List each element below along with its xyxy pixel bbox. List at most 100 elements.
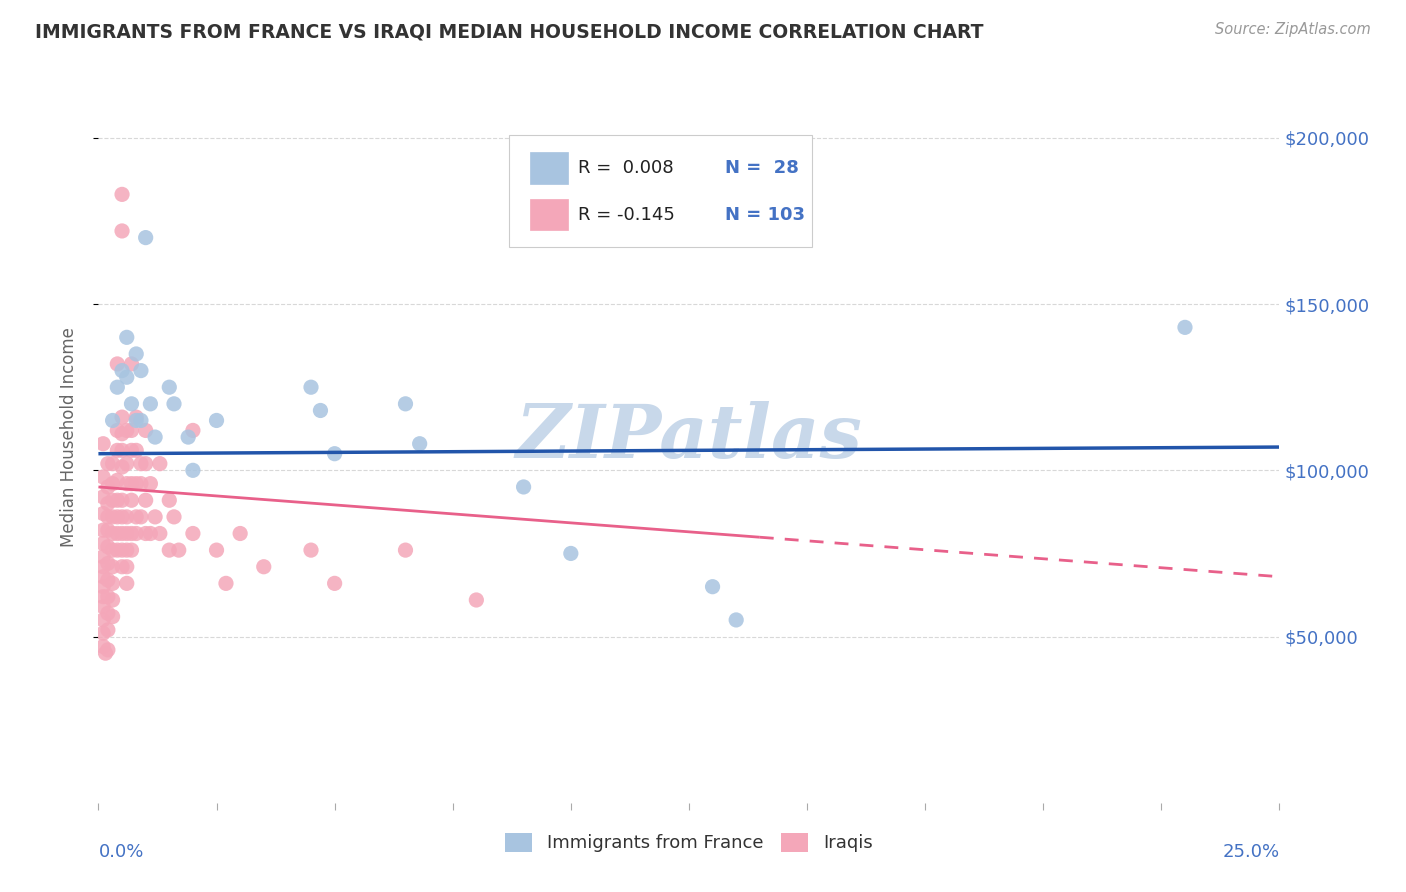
Point (205, 543, 228, 558)
Point (125, 413, 148, 427)
Point (101, 543, 124, 558)
Point (139, 476, 162, 491)
Point (121, 424, 143, 438)
Point (181, 463, 204, 477)
Point (97, 497, 120, 511)
Point (129, 457, 152, 471)
Point (101, 559, 124, 574)
Point (111, 426, 134, 441)
Point (97, 457, 120, 471)
Text: R =  0.008: R = 0.008 (578, 159, 673, 177)
Point (115, 576, 138, 591)
Point (512, 480, 534, 494)
Point (299, 543, 322, 558)
Point (101, 526, 124, 541)
Point (111, 187, 134, 202)
Point (115, 424, 138, 438)
Point (91, 626, 114, 640)
Point (181, 424, 204, 438)
Point (101, 509, 124, 524)
Point (101, 493, 124, 508)
Point (408, 436, 430, 450)
Point (163, 509, 186, 524)
Point (101, 576, 124, 591)
Point (121, 357, 143, 371)
Point (91, 570, 114, 584)
Point (125, 476, 148, 491)
Point (91, 590, 114, 604)
Point (253, 559, 276, 574)
Point (91, 599, 114, 614)
Point (105, 424, 128, 438)
Y-axis label: Median Household Income: Median Household Income (59, 327, 77, 547)
Point (163, 397, 186, 411)
Point (115, 543, 138, 558)
Point (121, 543, 143, 558)
Point (129, 363, 152, 377)
Point (135, 526, 157, 541)
Point (105, 493, 128, 508)
Point (101, 476, 124, 491)
Point (181, 526, 204, 541)
Point (97, 523, 120, 537)
Point (157, 493, 180, 508)
Point (111, 559, 134, 574)
Point (121, 526, 143, 541)
Point (125, 526, 148, 541)
Text: Source: ZipAtlas.com: Source: ZipAtlas.com (1215, 22, 1371, 37)
Point (111, 224, 134, 238)
Point (394, 397, 416, 411)
Point (97, 607, 120, 621)
Point (129, 476, 152, 491)
Text: N =  28: N = 28 (725, 159, 799, 177)
Point (97, 573, 120, 587)
Point (115, 370, 138, 384)
Point (97, 557, 120, 571)
Point (101, 593, 124, 607)
Point (91, 490, 114, 504)
Point (135, 457, 157, 471)
Text: 25.0%: 25.0% (1222, 843, 1279, 861)
Point (91, 536, 114, 550)
Point (129, 413, 152, 427)
Point (115, 559, 138, 574)
Point (135, 424, 157, 438)
Point (157, 543, 180, 558)
Point (125, 347, 148, 361)
Text: IMMIGRANTS FROM FRANCE VS IRAQI MEDIAN HOUSEHOLD INCOME CORRELATION CHART: IMMIGRANTS FROM FRANCE VS IRAQI MEDIAN H… (35, 22, 984, 41)
Point (135, 493, 157, 508)
Point (394, 543, 416, 558)
Point (125, 443, 148, 458)
Point (111, 363, 134, 377)
Point (105, 509, 128, 524)
Point (91, 640, 114, 654)
Point (115, 457, 138, 471)
Point (229, 526, 252, 541)
Point (143, 509, 166, 524)
Point (91, 580, 114, 594)
Point (121, 476, 143, 491)
Point (309, 403, 332, 417)
Point (111, 509, 134, 524)
Point (97, 509, 120, 524)
Point (215, 576, 238, 591)
Point (105, 543, 128, 558)
Point (91, 549, 114, 564)
Point (91, 436, 114, 450)
Point (143, 430, 166, 444)
Text: ZIPatlas: ZIPatlas (516, 401, 862, 474)
Point (205, 413, 228, 427)
Point (121, 443, 143, 458)
Point (139, 526, 162, 541)
Point (111, 526, 134, 541)
Point (125, 410, 148, 425)
Legend: Immigrants from France, Iraqis: Immigrants from France, Iraqis (498, 826, 880, 860)
Point (91, 523, 114, 537)
Point (91, 559, 114, 574)
Point (115, 509, 138, 524)
Point (97, 590, 120, 604)
Point (101, 609, 124, 624)
Point (91, 507, 114, 521)
Point (115, 330, 138, 344)
Point (105, 380, 128, 394)
